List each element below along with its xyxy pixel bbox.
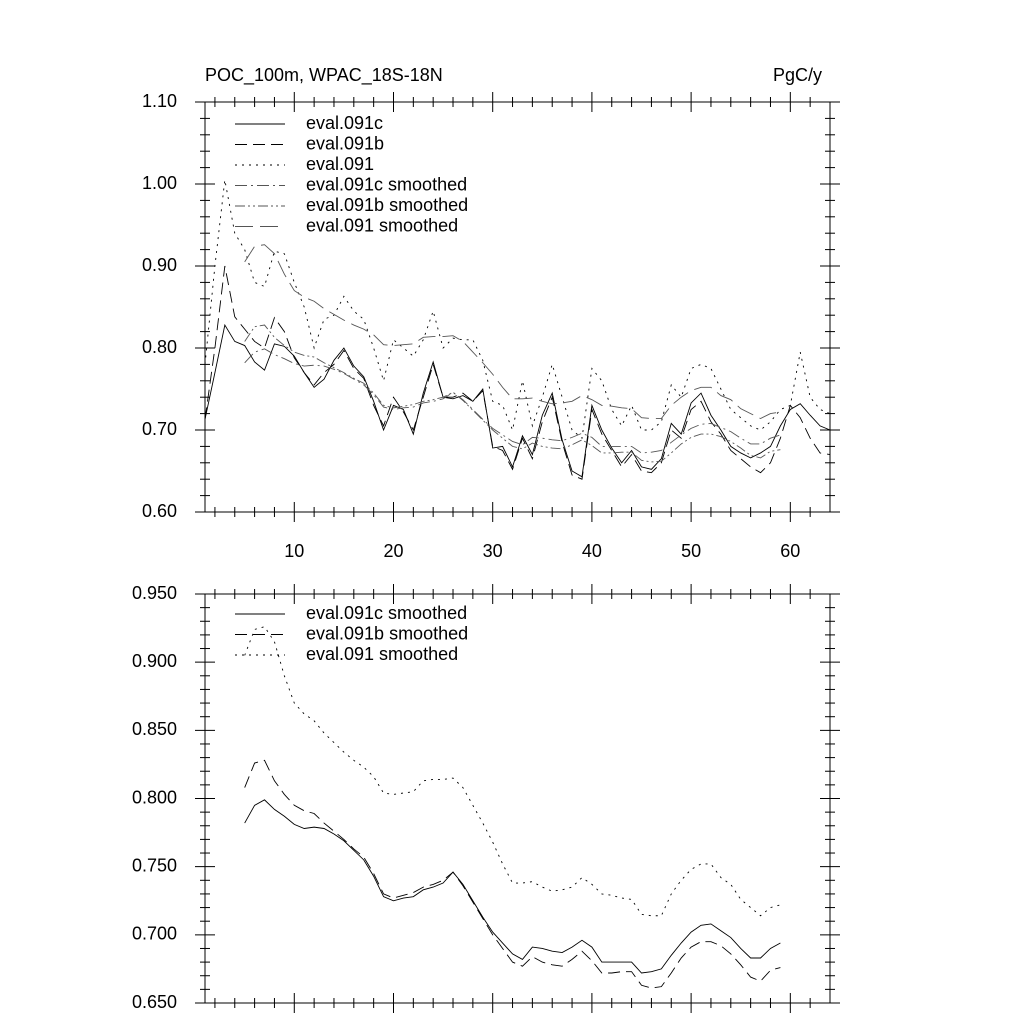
series-line [204, 265, 831, 480]
units-label: PgC/y [773, 65, 822, 85]
x-tick-label: 50 [681, 541, 701, 561]
legend-label: eval.091c [306, 113, 383, 133]
series-line [244, 799, 781, 974]
legend-label: eval.091 [306, 154, 374, 174]
x-tick-label: 20 [383, 541, 403, 561]
y-tick-label: 0.900 [132, 651, 177, 671]
y-tick-label: 0.80 [142, 337, 177, 357]
series-line [204, 179, 831, 440]
series-line [204, 323, 831, 478]
legend-label: eval.091b [306, 133, 384, 153]
y-tick-label: 0.90 [142, 255, 177, 275]
series-line [244, 759, 781, 989]
legend-label: eval.091 smoothed [306, 215, 458, 235]
legend-label: eval.091c smoothed [306, 174, 467, 194]
series-line [244, 348, 781, 454]
y-tick-label: 0.950 [132, 583, 177, 603]
y-tick-label: 0.750 [132, 855, 177, 875]
y-tick-label: 1.10 [142, 91, 177, 111]
series-line [244, 324, 781, 463]
series-line [244, 244, 781, 420]
series-line [244, 626, 781, 917]
legend-label: eval.091c smoothed [306, 603, 467, 623]
y-tick-label: 0.700 [132, 924, 177, 944]
y-tick-label: 0.70 [142, 419, 177, 439]
x-tick-label: 10 [284, 541, 304, 561]
plot-frame [204, 101, 831, 513]
chart-title: POC_100m, WPAC_18S-18N [205, 65, 443, 86]
y-tick-label: 0.850 [132, 719, 177, 739]
y-tick-label: 1.00 [142, 173, 177, 193]
y-tick-label: 0.650 [132, 992, 177, 1012]
y-tick-label: 0.60 [142, 501, 177, 521]
y-tick-label: 0.800 [132, 787, 177, 807]
x-tick-label: 30 [483, 541, 503, 561]
legend-label: eval.091b smoothed [306, 195, 468, 215]
plot-frame [204, 593, 831, 1004]
legend-label: eval.091b smoothed [306, 623, 468, 643]
legend-label: eval.091 smoothed [306, 644, 458, 664]
x-tick-label: 60 [780, 541, 800, 561]
x-tick-label: 40 [582, 541, 602, 561]
